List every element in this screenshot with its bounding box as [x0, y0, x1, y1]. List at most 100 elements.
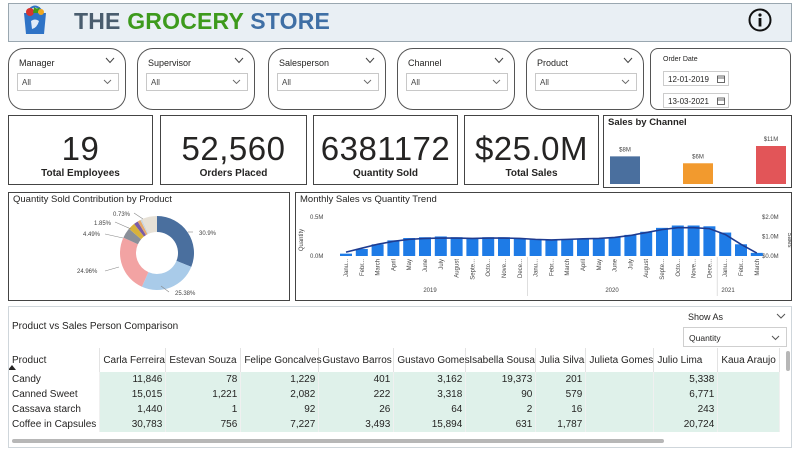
order-date-label: Order Date: [663, 56, 698, 63]
table-row[interactable]: Cassava starch 1,440 1 92 26 64 2 16 243: [9, 402, 783, 417]
table-row[interactable]: Candy 11,846 78 1,229 401 3,162 19,373 201 5,338: [9, 372, 783, 387]
column-header[interactable]: Felipe Goncalves: [240, 348, 322, 372]
kpi-value: 6381172: [320, 130, 451, 167]
quantity-bar: [387, 240, 400, 256]
chevron-down-icon[interactable]: [494, 57, 504, 64]
header-bar: [8, 3, 792, 42]
slicer-dropdown[interactable]: All: [17, 73, 119, 91]
y-tick-right: $2.0M: [762, 215, 779, 221]
sort-ascending-icon[interactable]: [9, 364, 17, 370]
y-axis-title-right: Sales: [786, 232, 791, 247]
table-cell: 15,015: [99, 387, 167, 402]
quantity-bar: [640, 231, 653, 256]
order-date-end[interactable]: 13-03-2021: [663, 93, 729, 108]
chevron-down-icon[interactable]: [234, 57, 244, 64]
x-tick-label: August: [644, 259, 650, 278]
slicer-manager: Manager All: [8, 48, 126, 110]
chevron-down-icon[interactable]: [623, 57, 633, 64]
quantity-bar: [498, 237, 510, 256]
order-date-start[interactable]: 12-01-2019: [663, 71, 729, 86]
chevron-down-icon[interactable]: [776, 313, 786, 320]
quantity-bar: [403, 238, 416, 256]
donut-slice: [141, 216, 157, 234]
comparison-panel: Product vs Sales Person Comparison Show …: [8, 306, 792, 448]
x-tick-label: March: [376, 259, 382, 276]
slicer-dropdown[interactable]: All: [406, 73, 508, 91]
table-cell: 1,440: [99, 402, 167, 417]
y-tick-left: 0.5M: [310, 215, 323, 221]
table-cell: 5,338: [653, 372, 719, 387]
table-cell: 11,846: [99, 372, 167, 387]
quantity-bar: [577, 238, 589, 256]
column-header[interactable]: Kaua Araujo: [717, 348, 781, 372]
column-header[interactable]: Julio Lima: [653, 348, 719, 372]
table-cell: [779, 417, 783, 432]
table-row[interactable]: Coffee in Capsules 30,783 756 7,227 3,493 15,…: [9, 417, 783, 432]
year-label: 2020: [605, 288, 619, 294]
donut-leader-line: [160, 285, 170, 293]
table-cell: 243: [653, 402, 719, 417]
show-as-dropdown[interactable]: Quantity: [683, 327, 787, 347]
donut-slice: [157, 216, 194, 267]
x-tick-label: June: [423, 258, 429, 272]
chevron-down-icon[interactable]: [105, 57, 115, 64]
table-cell: 222: [318, 387, 395, 402]
quantity-bar: [561, 239, 574, 256]
slicer-dropdown[interactable]: All: [535, 73, 637, 91]
column-header[interactable]: Gustavo Gomes: [393, 348, 470, 372]
table-cell: 2,082: [240, 387, 320, 402]
table-cell: 2: [465, 402, 537, 417]
x-tick-label: Janu...: [534, 259, 540, 277]
column-header[interactable]: Julieta Gomes: [585, 348, 655, 372]
quantity-bar: [513, 238, 526, 256]
column-header[interactable]: Estevan Souza: [165, 348, 242, 372]
table-cell: 16: [535, 402, 587, 417]
column-header-product[interactable]: Product: [9, 348, 101, 372]
chevron-down-icon[interactable]: [365, 57, 375, 64]
quantity-bar: [545, 240, 558, 256]
sales-by-channel-panel: Sales by Channel $8M $6M $11M: [603, 115, 792, 188]
x-tick-label: Dece...: [707, 259, 713, 278]
quantity-bar: [719, 232, 732, 256]
monthly-trend-chart: Quantity Sales 0.5M 0.0M $2.0M $1.0M $0.0M Janu…: [299, 215, 791, 296]
table-title: Product vs Sales Person Comparison: [12, 321, 179, 332]
x-tick-label: April: [391, 259, 397, 271]
kpi-quantity-sold: 6381172 Quantity Sold: [313, 115, 458, 185]
table-cell: [779, 402, 783, 417]
donut-data-label: 1.85%: [94, 221, 112, 227]
x-tick-label: Febr...: [360, 259, 366, 276]
table-row[interactable]: Canned Sweet 15,015 1,221 2,082 222 3,318 90 57…: [9, 387, 783, 402]
vertical-scrollbar[interactable]: [786, 351, 790, 371]
info-icon[interactable]: [748, 8, 772, 32]
slicer-label: Salesperson: [279, 58, 330, 68]
table-cell: 1: [165, 402, 242, 417]
x-tick-label: Febr...: [549, 259, 555, 276]
chart-title: Sales by Channel: [608, 117, 687, 128]
chart-title: Monthly Sales vs Quantity Trend: [300, 194, 437, 205]
x-tick-label: Nove...: [502, 259, 508, 278]
donut-slice: [119, 237, 149, 287]
column-header[interactable]: Leo: [779, 348, 783, 372]
table-cell: [779, 372, 783, 387]
donut-slice: [134, 221, 147, 237]
column-header[interactable]: Carla Ferreira: [99, 348, 167, 372]
quantity-bar: [735, 244, 747, 256]
slicer-label: Product: [537, 58, 569, 68]
horizontal-scrollbar[interactable]: [12, 439, 664, 443]
kpi-caption: Quantity Sold: [353, 168, 418, 179]
order-date-slicer: Order Date 12-01-2019 13-03-2021: [650, 48, 791, 110]
column-header[interactable]: Julia Silva: [535, 348, 587, 372]
table-cell: 1,229: [240, 372, 320, 387]
donut-slice: [137, 219, 148, 236]
column-header[interactable]: Gustavo Barros: [318, 348, 395, 372]
table-cell: [585, 402, 655, 417]
slicer-dropdown[interactable]: All: [277, 73, 379, 91]
kpi-total-employees: 19 Total Employees: [8, 115, 153, 185]
channel-bar: [610, 156, 640, 184]
table-cell: 756: [165, 417, 242, 432]
channel-data-label: $8M: [619, 147, 631, 153]
kpi-value: 19: [61, 130, 100, 167]
slicer-dropdown[interactable]: All: [146, 73, 248, 91]
column-header[interactable]: Isabella Sousa: [465, 348, 537, 372]
chevron-down-icon: [232, 79, 241, 85]
